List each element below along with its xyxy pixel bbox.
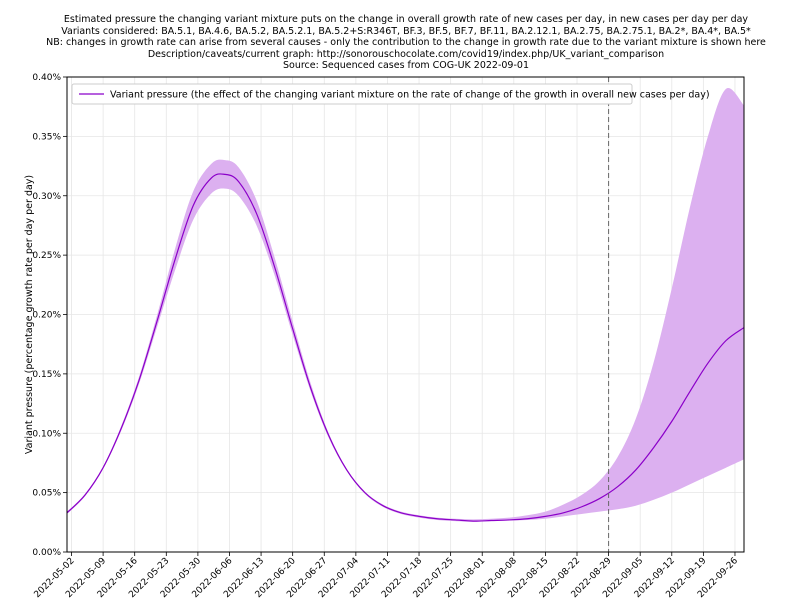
title-line-4: Description/caveats/current graph: http:…	[147, 48, 665, 60]
legend-box	[71, 83, 633, 105]
y-tick-label: 0.05%	[32, 489, 61, 499]
title-line-5: Source: Sequenced cases from COG-UK 2022…	[282, 60, 529, 72]
y-tick-label: 0.30%	[32, 192, 61, 202]
y-tick-label: 0.35%	[32, 132, 61, 142]
y-axis-label: Variant pressure (percentage growth rate…	[24, 175, 35, 454]
y-tick-label: 0.10%	[32, 429, 61, 439]
series-line	[66, 173, 745, 522]
y-tick-label: 0.20%	[32, 311, 61, 321]
y-tick-label: 0.40%	[32, 73, 61, 83]
confidence-band	[67, 87, 744, 522]
title-line-3: NB: changes in growth rate can arise fro…	[46, 37, 766, 49]
legend-label: Variant pressure (the effect of the chan…	[110, 90, 710, 101]
chart-title: Estimated pressure the changing variant …	[0, 14, 812, 72]
y-tick-label: 0.25%	[32, 251, 61, 261]
title-line-1: Estimated pressure the changing variant …	[63, 14, 749, 25]
y-tick-label: 0.00%	[32, 548, 61, 558]
legend: Variant pressure (the effect of the chan…	[71, 83, 710, 105]
title-line-2: Variants considered: BA.5.1, BA.4.6, BA.…	[61, 25, 751, 37]
axis-ticks: 0.00% 0.05% 0.10% 0.15% 0.20% 0.25% 0.30% 0.35%…	[32, 73, 740, 600]
y-tick-label: 0.15%	[32, 370, 61, 380]
